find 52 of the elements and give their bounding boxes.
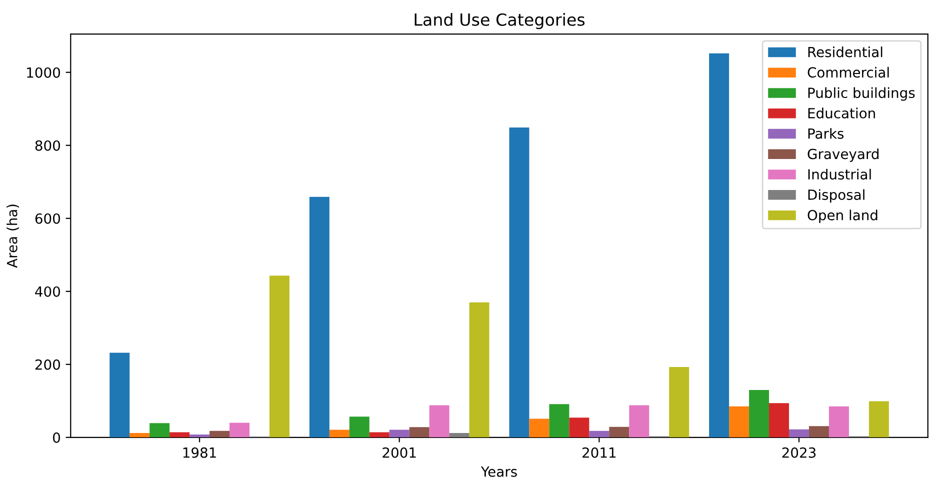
legend-label: Parks bbox=[808, 128, 844, 139]
x-tick-label: 2023 bbox=[782, 447, 816, 458]
bar bbox=[429, 405, 450, 438]
bar bbox=[309, 196, 330, 438]
bar bbox=[769, 403, 789, 438]
bar bbox=[609, 426, 630, 438]
y-tick-label: 800 bbox=[35, 140, 60, 151]
bar bbox=[409, 427, 430, 438]
bar bbox=[669, 366, 690, 438]
legend-label: Residential bbox=[808, 46, 882, 58]
bar bbox=[130, 433, 150, 438]
bar bbox=[589, 430, 610, 438]
bar bbox=[449, 433, 470, 438]
y-tick-label: 1000 bbox=[27, 67, 60, 78]
bar bbox=[389, 430, 410, 438]
y-axis-title: Area (ha) bbox=[6, 204, 19, 268]
bar bbox=[788, 429, 809, 438]
bar bbox=[269, 276, 290, 438]
legend-label: Disposal bbox=[808, 189, 864, 203]
bar bbox=[729, 406, 750, 438]
bar bbox=[569, 418, 590, 438]
bar bbox=[709, 53, 730, 438]
legend-label: Commercial bbox=[808, 66, 889, 78]
x-tick-label: 2011 bbox=[582, 447, 616, 458]
y-tick-label: 200 bbox=[35, 359, 60, 370]
bar bbox=[629, 405, 650, 438]
legend-label: Public buildings bbox=[808, 87, 915, 101]
bar bbox=[549, 404, 570, 438]
bar bbox=[469, 302, 490, 438]
legend-label: Education bbox=[808, 108, 875, 118]
y-tick-label: 600 bbox=[35, 213, 60, 224]
y-tick-label: 0 bbox=[53, 432, 60, 443]
bar bbox=[150, 423, 170, 438]
bar bbox=[349, 416, 370, 438]
x-axis-title: Years bbox=[480, 466, 517, 477]
legend-label: Open land bbox=[808, 210, 878, 224]
legend-label: Graveyard bbox=[808, 148, 878, 162]
bar bbox=[808, 426, 829, 438]
bar bbox=[509, 127, 530, 438]
bar bbox=[529, 418, 550, 438]
bar bbox=[828, 406, 849, 438]
bar bbox=[210, 430, 230, 438]
x-tick-label: 2001 bbox=[382, 447, 416, 458]
bar bbox=[868, 401, 889, 438]
bar bbox=[749, 390, 770, 438]
bar bbox=[329, 430, 350, 438]
chart-title: Land Use Categories bbox=[414, 13, 585, 30]
y-tick-label: 400 bbox=[35, 286, 60, 297]
x-tick-label: 1981 bbox=[183, 447, 216, 458]
legend-label: Industrial bbox=[808, 168, 871, 180]
bar bbox=[230, 422, 250, 438]
bar bbox=[110, 352, 130, 438]
